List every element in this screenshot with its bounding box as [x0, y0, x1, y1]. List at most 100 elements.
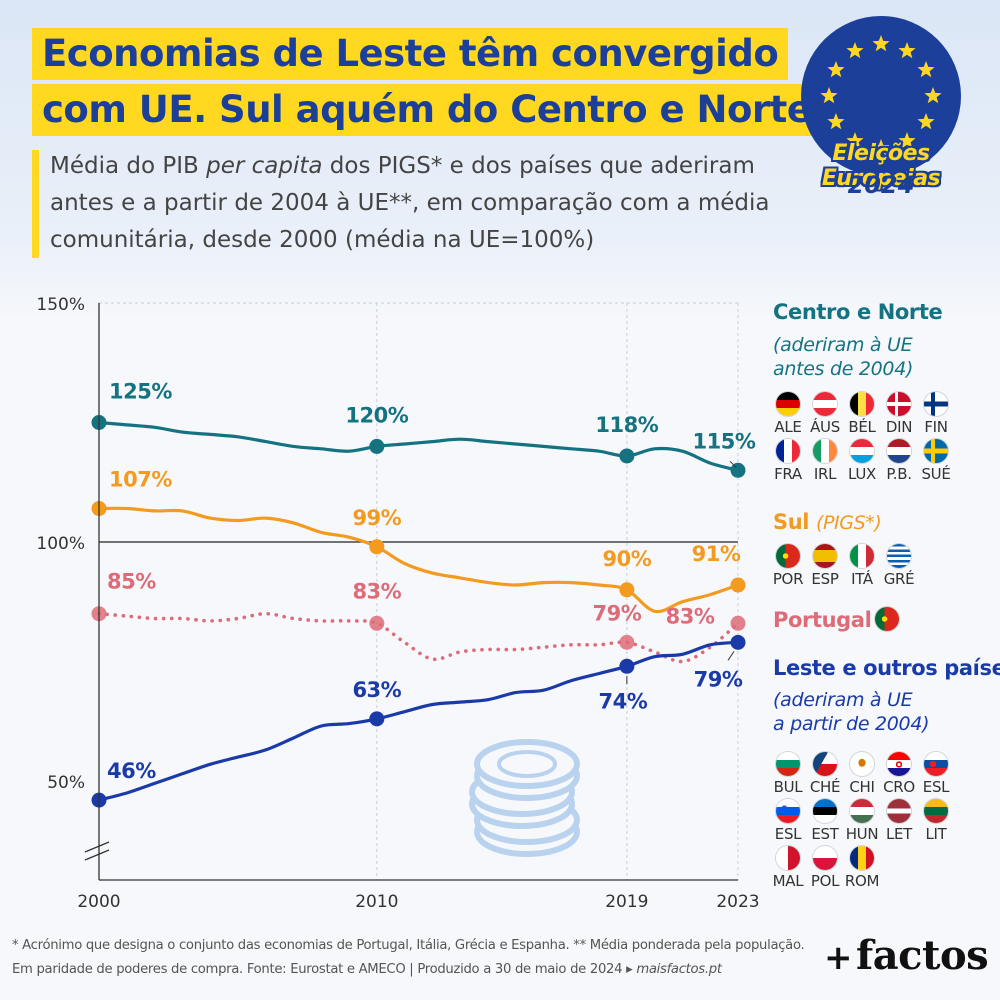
legend-country: CHÉ	[806, 752, 844, 796]
leader-line	[727, 651, 735, 661]
data-label-centro_norte: 125%	[109, 380, 172, 404]
data-labels: 125% 120% 118% 115% 107% 99% 90% 91% 85% 83% 79% 83…	[107, 380, 756, 784]
y-tick-label: 50%	[47, 773, 85, 793]
legend-country-code: P.B.	[886, 465, 912, 483]
italy-flag-icon	[850, 544, 874, 568]
legend-country-code: ALE	[774, 418, 802, 436]
legend-country: ESP	[806, 544, 844, 588]
spain-flag-icon	[813, 544, 837, 568]
legend-country: BÉL	[843, 392, 881, 436]
leader-line	[729, 460, 737, 468]
data-label-sul: 99%	[352, 506, 401, 530]
legend-country-code: POR	[772, 570, 804, 588]
bulgaria-flag-icon	[776, 752, 800, 776]
legend-country-code: CHÉ	[809, 778, 841, 796]
brand-name: factos	[856, 932, 989, 979]
legend-country: DIN	[880, 392, 918, 436]
legend-title-sul-italic: (PIGS*)	[815, 512, 882, 534]
data-label-leste: 46%	[107, 759, 156, 783]
point-portugal	[369, 615, 385, 631]
romania-flag-icon	[850, 846, 874, 870]
eu-star	[846, 42, 864, 59]
legend-country: IRL	[806, 439, 844, 483]
legend-country-code: ESL	[922, 778, 950, 796]
data-label-centro_norte: 118%	[595, 413, 658, 437]
footnote-line-2: Em paridade de poderes de compra. Fonte:…	[12, 958, 812, 982]
eu-star	[898, 42, 916, 59]
eu-star	[827, 113, 845, 130]
point-centro_norte	[369, 438, 385, 454]
coin-face	[474, 739, 580, 789]
luxembourg-flag-icon	[850, 439, 874, 463]
badge-line-2: 2024	[847, 171, 915, 199]
axis-break-mark	[84, 841, 110, 853]
data-label-portugal: 79%	[592, 601, 641, 625]
finland-flag-icon	[924, 392, 948, 416]
footnote-link[interactable]: maisfactos.pt	[636, 962, 722, 977]
legend-country-code: LET	[885, 825, 913, 843]
line-chart: 125% 120% 118% 115% 107% 99% 90% 91% 85% 83% 79% 83…	[36, 295, 759, 912]
legend-country: LET	[880, 799, 918, 843]
x-tick-label: 2019	[605, 892, 648, 912]
subtitle-accent-bar	[32, 150, 39, 258]
legend-country-code: LUX	[848, 465, 876, 483]
eu-stars	[820, 35, 942, 156]
legend-sub-line: (aderiram à UE	[773, 334, 913, 356]
eu-star	[827, 61, 845, 78]
malta-flag-icon	[776, 846, 800, 870]
legend-country-code: SUÉ	[921, 465, 951, 483]
legend-country: MAL	[769, 846, 807, 890]
legend-country: LIT	[917, 799, 955, 843]
brand-plus: +	[824, 938, 853, 978]
legend-country: ROM	[843, 846, 881, 890]
eu-star	[898, 132, 916, 149]
data-label-sul: 91%	[692, 542, 741, 566]
legend-country: CHI	[843, 752, 881, 796]
eu-star	[846, 132, 864, 149]
footnote: * Acrónimo que designa o conjunto das ec…	[12, 934, 812, 982]
legend-country: ÁUS	[806, 392, 844, 436]
data-label-leste: 63%	[352, 678, 401, 702]
legend-country-code: ESL	[774, 825, 802, 843]
latvia-flag-icon	[887, 799, 911, 823]
footnote-line-1: * Acrónimo que designa o conjunto das ec…	[12, 938, 805, 953]
legend-country: ESL	[769, 799, 807, 843]
data-label-leste: 74%	[598, 689, 647, 713]
eu-flag-logo	[801, 16, 961, 176]
legend-sub-line: a partir de 2004)	[773, 713, 930, 735]
point-leste	[369, 711, 385, 727]
data-label-portugal: 83%	[666, 604, 715, 628]
legend-country-code: ITÁ	[851, 570, 873, 588]
hungary-flag-icon	[850, 799, 874, 823]
y-tick-label: 150%	[36, 295, 85, 315]
grid	[99, 302, 739, 880]
eu-circle	[801, 16, 961, 176]
point-centro_norte	[730, 462, 746, 478]
legend-country: BUL	[769, 752, 807, 796]
legend-sub-line: antes de 2004)	[773, 358, 914, 380]
legend-country-code: POL	[810, 872, 840, 890]
data-label-centro_norte: 120%	[345, 403, 408, 427]
legend-country: LUX	[843, 439, 881, 483]
series	[91, 415, 746, 808]
netherlands-flag-icon	[887, 439, 911, 463]
france-flag-icon	[776, 439, 800, 463]
legend-country-code: LIT	[925, 825, 947, 843]
coins-illustration	[469, 739, 580, 857]
point-portugal	[619, 634, 635, 650]
point-portugal	[730, 615, 746, 631]
lithuania-flag-icon	[924, 799, 948, 823]
legend-title-sul: Sul (PIGS*)	[773, 510, 882, 534]
legend-title-portugal-text: Portugal	[773, 608, 872, 632]
series-line-leste	[97, 640, 740, 802]
legend-country-code: BUL	[773, 778, 803, 796]
legend-country-code: CHI	[849, 778, 875, 796]
estonia-flag-icon	[813, 799, 837, 823]
portugal-flag-icon	[875, 607, 900, 631]
point-sul	[730, 577, 746, 593]
legend-country: GRÉ	[880, 544, 918, 588]
legend-title-sul-text: Sul	[773, 510, 816, 534]
legend-country-code: HUN	[845, 825, 879, 843]
eu-star	[917, 113, 935, 130]
legend-country-code: ROM	[844, 872, 880, 890]
